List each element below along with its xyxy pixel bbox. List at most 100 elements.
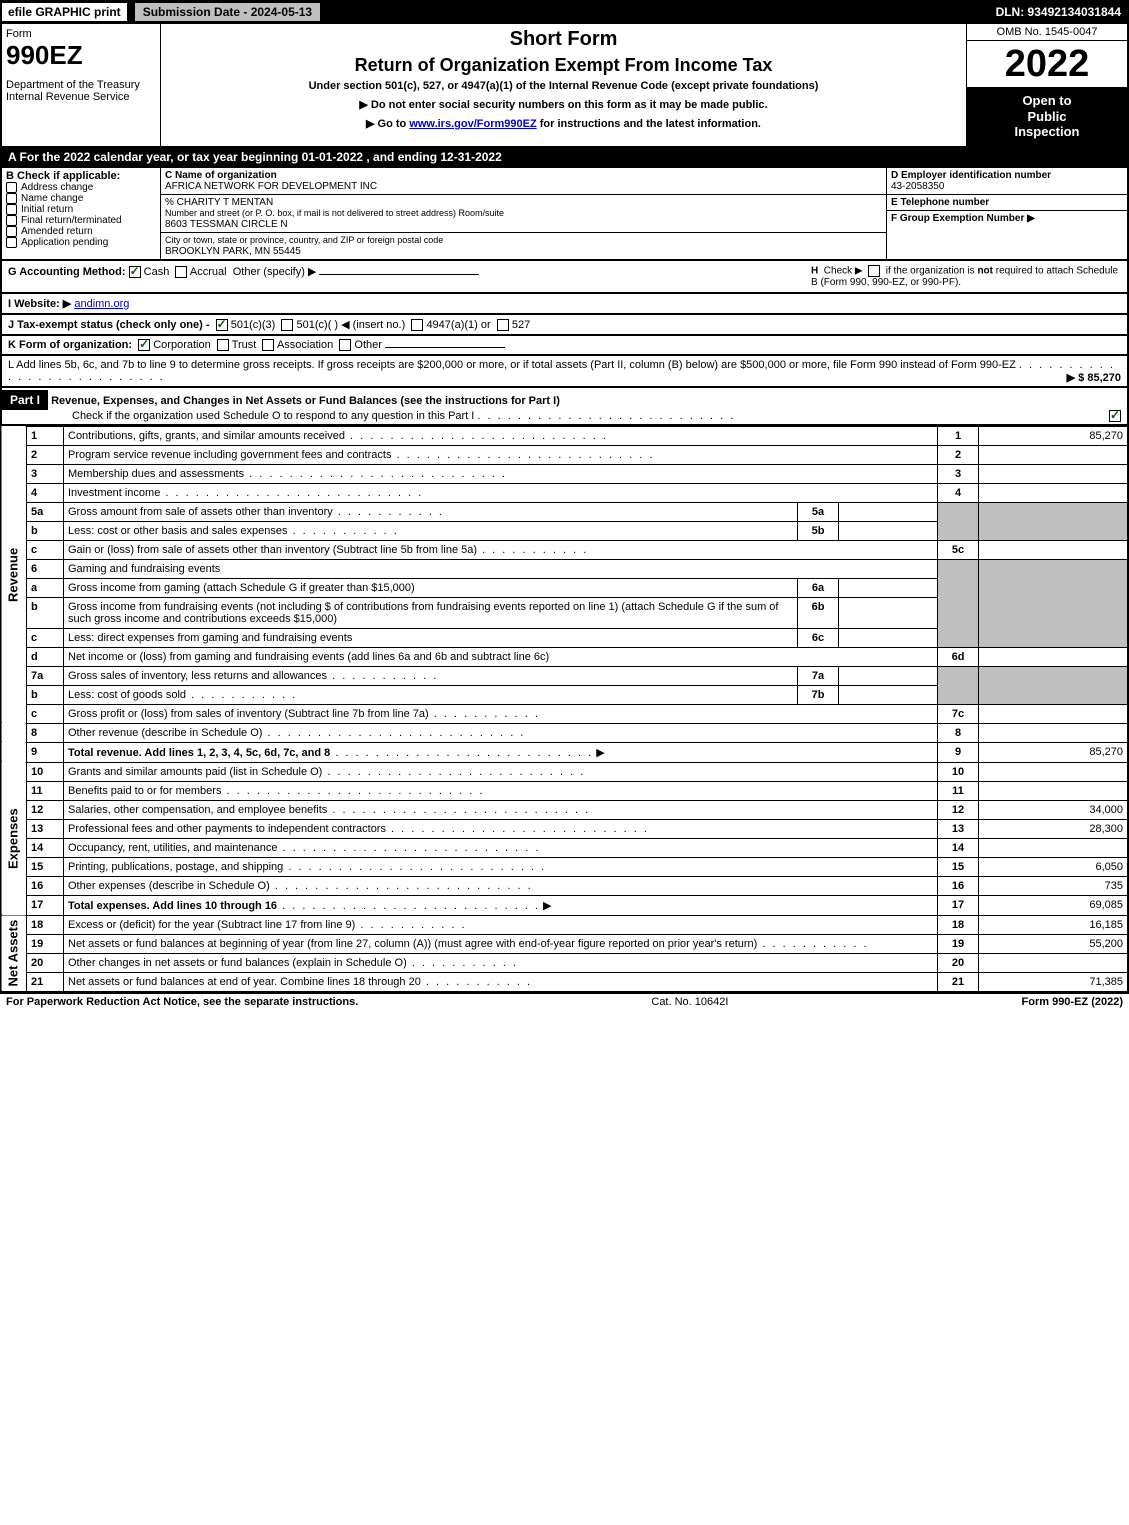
d5c: Gain or (loss) from sale of assets other… [68,544,588,556]
cb-name-change[interactable]: Name change [6,193,156,204]
rn18: 18 [938,915,979,934]
rv20 [979,953,1129,972]
d5b: Less: cost or other basis and sales expe… [68,525,399,537]
e-label: E Telephone number [891,197,989,208]
j-label: J Tax-exempt status (check only one) - [8,319,210,331]
n16: 16 [27,876,64,895]
cb-501c3[interactable] [216,319,228,331]
n17: 17 [27,895,64,915]
d16: Other expenses (describe in Schedule O) [68,880,533,892]
footer-mid: Cat. No. 10642I [358,996,1021,1008]
cb-other-org[interactable] [339,339,351,351]
n6: 6 [27,559,64,578]
n18: 18 [27,915,64,934]
shade7 [938,666,979,704]
form-number: 990EZ [6,40,156,71]
lines-table: Revenue 1 Contributions, gifts, grants, … [0,426,1129,993]
n19: 19 [27,934,64,953]
rn5c: 5c [938,540,979,559]
cb-501c[interactable] [281,319,293,331]
cb-application-pending[interactable]: Application pending [6,237,156,248]
k-assoc: Association [277,339,333,351]
rv10 [979,762,1129,781]
note2-post: for instructions and the latest informat… [540,118,761,130]
b-header: B Check if applicable: [6,170,156,182]
n7b: b [27,685,64,704]
line-a: A For the 2022 calendar year, or tax yea… [0,148,1129,168]
form-header: Form 990EZ Department of the Treasury In… [0,24,1129,148]
open2: Public [1027,109,1066,124]
rn11: 11 [938,781,979,800]
l-text: L Add lines 5b, 6c, and 7b to line 9 to … [8,359,1016,371]
rn9: 9 [938,742,979,762]
rn19: 19 [938,934,979,953]
n7a: 7a [27,666,64,685]
cb-corp[interactable] [138,339,150,351]
cb-address-change[interactable]: Address change [6,182,156,193]
k-label: K Form of organization: [8,339,132,351]
j-501c3: 501(c)(3) [231,319,276,331]
note2-pre: ▶ Go to [366,118,409,130]
line-j: J Tax-exempt status (check only one) - 5… [0,315,1129,336]
rv11 [979,781,1129,800]
block-bcdef: B Check if applicable: Address change Na… [0,168,1129,261]
cb-accrual[interactable] [175,266,187,278]
n1: 1 [27,426,64,445]
d4: Investment income [68,487,423,499]
d21: Net assets or fund balances at end of ye… [68,976,532,988]
l-val: ▶ $ 85,270 [1067,371,1121,384]
ein: 43-2058350 [891,181,944,192]
cb-initial-return[interactable]: Initial return [6,204,156,215]
mv5a [839,502,938,521]
efile-label: efile GRAPHIC print [0,1,129,23]
cb-4947[interactable] [411,319,423,331]
line-i: I Website: ▶ andimn.org [0,294,1129,315]
cb-h[interactable] [868,265,880,277]
cb-527[interactable] [497,319,509,331]
cb-trust[interactable] [217,339,229,351]
footer-left: For Paperwork Reduction Act Notice, see … [6,996,358,1008]
n15: 15 [27,857,64,876]
d17: Total expenses. Add lines 10 through 16 [68,900,277,912]
d6c: Less: direct expenses from gaming and fu… [64,628,798,647]
line-g-h: G Accounting Method: Cash Accrual Other … [0,261,1129,294]
rv5c [979,540,1129,559]
n6b: b [27,597,64,628]
mn6a: 6a [798,578,839,597]
city: BROOKLYN PARK, MN 55445 [165,246,301,257]
cb-cash[interactable] [129,266,141,278]
rn2: 2 [938,445,979,464]
h-text: H Check ▶ if the organization is not req… [811,265,1121,288]
cb-final-return[interactable]: Final return/terminated [6,215,156,226]
arrow17 [540,900,552,912]
cb-part1-scho[interactable] [1109,410,1121,422]
d15: Printing, publications, postage, and shi… [68,861,546,873]
tax-year: 2022 [967,41,1127,87]
k-other-line [385,347,505,348]
side-expenses: Expenses [1,762,27,915]
n12: 12 [27,800,64,819]
cb-amended-return[interactable]: Amended return [6,226,156,237]
k-trust: Trust [232,339,257,351]
n6c: c [27,628,64,647]
d1: Contributions, gifts, grants, and simila… [68,430,608,442]
rv9: 85,270 [979,742,1129,762]
website-link[interactable]: andimn.org [74,298,129,310]
d12: Salaries, other compensation, and employ… [68,804,590,816]
irs-link[interactable]: www.irs.gov/Form990EZ [409,118,536,130]
mn7a: 7a [798,666,839,685]
rv17: 69,085 [979,895,1129,915]
part1-title: Revenue, Expenses, and Changes in Net As… [51,395,560,407]
open1: Open to [1022,93,1071,108]
rv12: 34,000 [979,800,1129,819]
rv2 [979,445,1129,464]
rv18: 16,185 [979,915,1129,934]
rv19: 55,200 [979,934,1129,953]
mv6b [839,597,938,628]
dln: DLN: 93492134031844 [996,5,1129,19]
d6d: Net income or (loss) from gaming and fun… [64,647,938,666]
cb-assoc[interactable] [262,339,274,351]
n8: 8 [27,723,64,742]
rn16: 16 [938,876,979,895]
org-name: AFRICA NETWORK FOR DEVELOPMENT INC [165,181,377,192]
